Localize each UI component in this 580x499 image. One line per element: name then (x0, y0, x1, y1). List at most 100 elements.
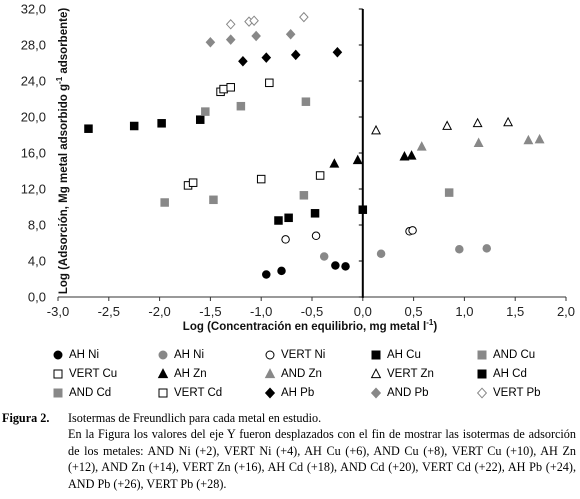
x-tick-label: 2,0 (557, 304, 575, 319)
figure-label: Figura 2. (2, 411, 50, 425)
legend-label: VERT Cd (174, 387, 223, 399)
data-point-circle (319, 252, 329, 261)
data-point-diamond (225, 34, 236, 45)
y-axis-label-sup: -1 (55, 76, 64, 84)
legend-label: VERT Ni (281, 349, 326, 361)
y-axis-label-end: adsorbente) (58, 8, 70, 77)
legend-marker (370, 368, 382, 379)
data-point-triangle (534, 133, 545, 144)
legend-label: VERT Zn (387, 368, 434, 380)
legend-label: AH Zn (174, 368, 207, 380)
data-point-circle (281, 235, 290, 244)
legend-marker (53, 388, 63, 398)
x-tick-label: -1,0 (250, 304, 272, 319)
x-tick-label: -0,5 (301, 304, 323, 319)
data-point-square (129, 121, 139, 131)
chart-axes: -3,0 -2,5 -2,0 -1,5 -1,0 -0,5 0,0 0,5 1,0 1,5 2,0 0… (21, 2, 575, 320)
x-tick-label: 1,5 (506, 304, 524, 319)
legend-marker (158, 388, 168, 398)
legend-marker-diamond (476, 387, 488, 399)
data-point-circle (262, 270, 271, 279)
data-point-diamond (251, 30, 261, 42)
legend-label: AH Cu (387, 349, 421, 361)
legend-marker (264, 368, 276, 379)
y-axis-label-text: Log (Adsorción, Mg metal adsorbido g (58, 84, 70, 294)
x-tick-label: -3,0 (47, 304, 69, 319)
legend-label: AND Pb (387, 387, 429, 399)
legend-marker (371, 350, 381, 360)
legend-marker (264, 387, 276, 399)
data-point-diamond (332, 46, 343, 58)
legend-marker (477, 369, 487, 379)
y-tick-label: 8,0 (28, 218, 46, 233)
legend-marker-diamond (264, 387, 276, 399)
legend-marker-square (371, 350, 381, 360)
data-point-triangle (352, 154, 363, 165)
data-point-square (160, 198, 169, 207)
scatter-chart: -3,0 -2,5 -2,0 -1,5 -1,0 -0,5 0,0 0,5 1,0 1,5 2,0 0… (21, 2, 575, 334)
chart-legend: AH Ni AH Ni VERT Ni AH Cu AND Cu VERT Cu AH Zn… (52, 346, 572, 408)
legend-label: VERT Pb (493, 387, 541, 399)
legend-label: VERT Cu (69, 368, 118, 380)
x-axis-label: Log (Concentración en equilibrio, mg met… (183, 318, 438, 333)
y-axis-label: Log (Adsorción, Mg metal adsorbido g-1 a… (55, 8, 70, 295)
legend-marker (53, 369, 63, 379)
legend-label: AH Ni (174, 349, 205, 361)
legend-marker-square (53, 369, 63, 379)
legend-marker (370, 387, 382, 399)
legend-marker (265, 350, 275, 360)
data-point-square (195, 115, 205, 124)
data-point-circle (455, 245, 464, 254)
legend-marker (477, 350, 487, 360)
data-point-circle (311, 231, 321, 241)
x-axis-label-end: ) (433, 321, 437, 333)
legend-label: AND Zn (281, 368, 322, 380)
data-point-diamond (238, 55, 248, 67)
x-tick-label: -1,5 (199, 304, 221, 319)
legend-marker (157, 368, 169, 379)
legend-marker-triangle (370, 368, 382, 379)
legend-marker-square (53, 388, 63, 398)
legend-marker-triangle (264, 368, 276, 379)
x-tick-label: 0,0 (354, 304, 372, 319)
y-tick-label: 12,0 (21, 182, 46, 197)
data-point-square (209, 195, 218, 205)
data-point-square (299, 191, 309, 200)
data-point-square (284, 213, 293, 223)
data-point-triangle (473, 137, 484, 147)
x-tick-label: 1,0 (455, 304, 473, 319)
data-point-circle (331, 261, 340, 270)
data-point-triangle (399, 151, 410, 161)
data-point-square (219, 84, 228, 94)
x-tick-label: -2,0 (148, 304, 170, 319)
caption-body: En la Figura los valores del eje Y fuero… (68, 427, 576, 491)
legend-label: AH Cd (493, 368, 527, 380)
y-tick-label: 4,0 (28, 254, 46, 269)
chart-points (84, 11, 545, 279)
legend-marker-circle (265, 350, 275, 360)
y-tick-label: 24,0 (21, 74, 46, 89)
legend-marker (53, 350, 63, 360)
legend-marker-diamond (370, 387, 382, 399)
x-axis-label-text: Log (Concentración en equilibrio, mg met… (183, 321, 426, 333)
data-point-diamond (299, 11, 309, 23)
legend-marker-triangle (157, 368, 169, 379)
data-point-triangle (416, 141, 427, 151)
legend-marker (476, 387, 488, 399)
y-tick-label: 20,0 (21, 110, 46, 125)
data-point-square (157, 119, 166, 128)
data-point-square (188, 178, 198, 187)
data-point-square (274, 216, 283, 225)
data-point-circle (341, 262, 350, 271)
caption-head: Figura 2. Isotermas de Freundlich para ca… (2, 410, 576, 426)
data-point-diamond (249, 15, 259, 26)
data-point-square (444, 188, 454, 197)
y-tick-label: 28,0 (21, 38, 46, 53)
data-point-circle (277, 266, 286, 276)
data-point-diamond (225, 19, 236, 30)
data-point-square (315, 171, 325, 180)
data-point-diamond (290, 49, 301, 61)
x-tick-label: 0,5 (405, 304, 423, 319)
x-axis-label-sup: -1 (426, 318, 434, 327)
caption-title: Isotermas de Freundlich para cada metal … (68, 411, 322, 425)
